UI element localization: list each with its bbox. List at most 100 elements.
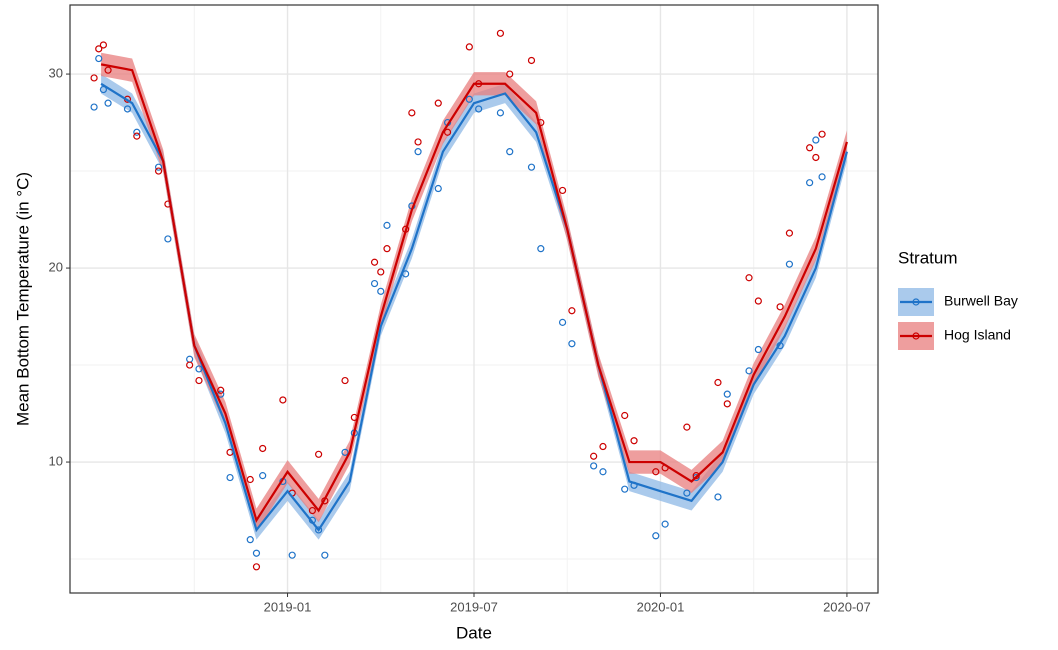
point: [104, 66, 112, 74]
x-tick-label: 2019-01: [264, 599, 312, 614]
point: [217, 386, 225, 394]
point: [590, 452, 598, 460]
point: [621, 411, 629, 420]
point: [95, 54, 103, 63]
legend-key-point: [912, 332, 920, 340]
point: [341, 376, 349, 385]
point: [558, 318, 567, 326]
legend-label: Burwell Bay: [944, 293, 1018, 309]
smooth-line: [100, 63, 848, 523]
point: [527, 163, 536, 171]
point: [90, 74, 98, 82]
point: [661, 520, 669, 528]
point: [195, 365, 203, 373]
point: [246, 536, 254, 544]
point: [812, 136, 820, 144]
point: [308, 506, 316, 515]
point: [745, 274, 753, 282]
point: [164, 235, 172, 243]
point: [785, 229, 794, 237]
point: [99, 41, 108, 49]
point: [252, 563, 261, 571]
point: [621, 485, 629, 493]
legend-key-point: [912, 298, 920, 306]
point: [568, 340, 576, 348]
point: [776, 303, 784, 311]
point: [154, 163, 163, 171]
point: [226, 473, 234, 482]
point: [252, 549, 261, 557]
point: [288, 551, 296, 559]
point: [754, 297, 762, 305]
point: [527, 56, 536, 65]
point: [279, 396, 287, 404]
point: [434, 184, 442, 193]
point: [154, 167, 163, 175]
point: [558, 186, 567, 195]
point: [341, 448, 349, 456]
point: [714, 493, 722, 501]
point: [186, 361, 194, 369]
point: [465, 43, 473, 51]
point: [259, 472, 267, 480]
legend-label: Hog Island: [944, 327, 1011, 343]
point: [377, 287, 385, 295]
point: [683, 489, 691, 497]
point: [599, 468, 607, 476]
point: [104, 99, 112, 107]
point: [321, 551, 329, 559]
point: [496, 29, 505, 37]
point: [370, 258, 379, 266]
x-tick-label: 2020-01: [637, 599, 685, 614]
y-tick-label: 20: [49, 259, 63, 274]
x-tick-label: 2019-07: [450, 599, 498, 614]
point: [723, 390, 731, 398]
point: [745, 367, 753, 375]
point: [465, 95, 473, 103]
point: [370, 279, 379, 288]
point: [537, 245, 545, 253]
point: [414, 138, 422, 146]
y-tick-label: 30: [49, 65, 63, 80]
point: [246, 475, 254, 484]
point: [217, 390, 225, 398]
legend-title: Stratum: [898, 248, 958, 267]
smooth-line: [100, 82, 848, 533]
point: [259, 444, 267, 453]
point: [506, 70, 514, 78]
point: [683, 423, 691, 431]
point: [723, 400, 731, 408]
point: [90, 103, 98, 111]
point: [195, 376, 203, 385]
point: [568, 307, 576, 315]
point: [590, 462, 598, 470]
point: [133, 128, 141, 136]
point: [95, 45, 103, 53]
point: [714, 378, 722, 387]
point: [812, 153, 820, 162]
point: [434, 99, 442, 107]
point: [377, 268, 385, 276]
x-tick-label: 2020-07: [823, 599, 871, 614]
point: [443, 128, 452, 136]
x-axis-title: Date: [456, 623, 492, 642]
point: [383, 221, 391, 229]
point: [315, 526, 323, 534]
point: [496, 109, 505, 117]
point: [785, 260, 794, 268]
point: [806, 144, 814, 152]
point: [818, 130, 826, 138]
point: [99, 85, 108, 94]
point: [630, 437, 638, 445]
point: [315, 450, 323, 458]
point: [408, 109, 416, 117]
point: [383, 245, 391, 253]
point: [652, 468, 660, 476]
point: [754, 345, 762, 354]
point: [475, 105, 483, 113]
point: [123, 105, 132, 113]
point: [133, 132, 141, 140]
point: [599, 442, 607, 451]
point: [806, 179, 814, 187]
